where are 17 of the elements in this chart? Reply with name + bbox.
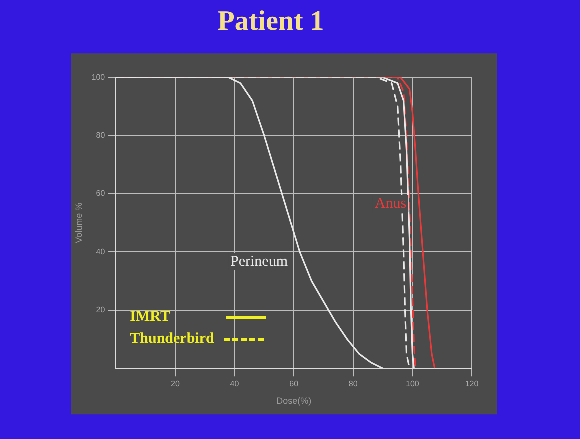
y-tick-label: 40 <box>96 247 106 256</box>
series-label: Perineum <box>230 254 288 270</box>
y-tick-label: 100 <box>92 72 106 82</box>
y-tick-label: 20 <box>96 306 106 315</box>
annotation: IMRT <box>130 309 170 326</box>
series-label: Anus <box>374 196 407 212</box>
x-tick-label: 20 <box>171 380 180 389</box>
y-tick-label: 80 <box>96 131 106 140</box>
x-tick-label: 60 <box>290 380 300 389</box>
x-tick-label: 80 <box>348 380 358 389</box>
x-tick-label: 40 <box>230 380 240 389</box>
x-tick-label: 100 <box>406 380 420 389</box>
chart-title: Patient 1 <box>218 6 324 38</box>
x-axis-title: Dose(%) <box>276 396 312 406</box>
y-tick-label: 60 <box>96 189 106 198</box>
x-tick-label: 120 <box>465 380 480 389</box>
y-axis-title: Volume % <box>74 202 84 244</box>
